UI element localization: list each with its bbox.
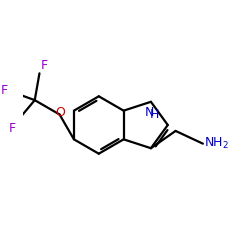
Text: F: F — [9, 122, 16, 135]
Text: F: F — [1, 84, 8, 96]
Text: O: O — [56, 106, 65, 119]
Text: N: N — [145, 106, 154, 119]
Text: NH$_2$: NH$_2$ — [204, 136, 229, 151]
Text: H: H — [150, 108, 159, 121]
Text: F: F — [41, 59, 48, 72]
